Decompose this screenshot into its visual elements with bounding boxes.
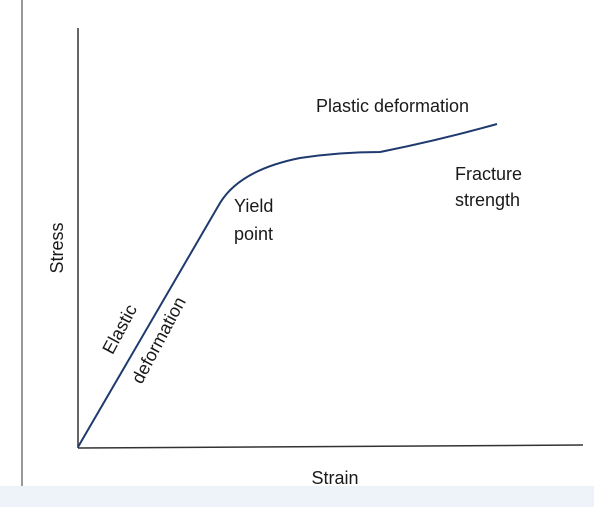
annotation: Fracture [455,164,522,184]
stress-strain-curve [77,123,498,448]
bottom-strip [0,486,594,507]
annotation: Yield [234,196,273,216]
annotation: strength [455,190,520,210]
x-axis [77,444,584,449]
annotation: point [234,224,273,244]
y-axis-label: Stress [47,222,67,273]
x-axis-label: Strain [311,468,358,488]
annotation: Plastic deformation [316,96,469,116]
